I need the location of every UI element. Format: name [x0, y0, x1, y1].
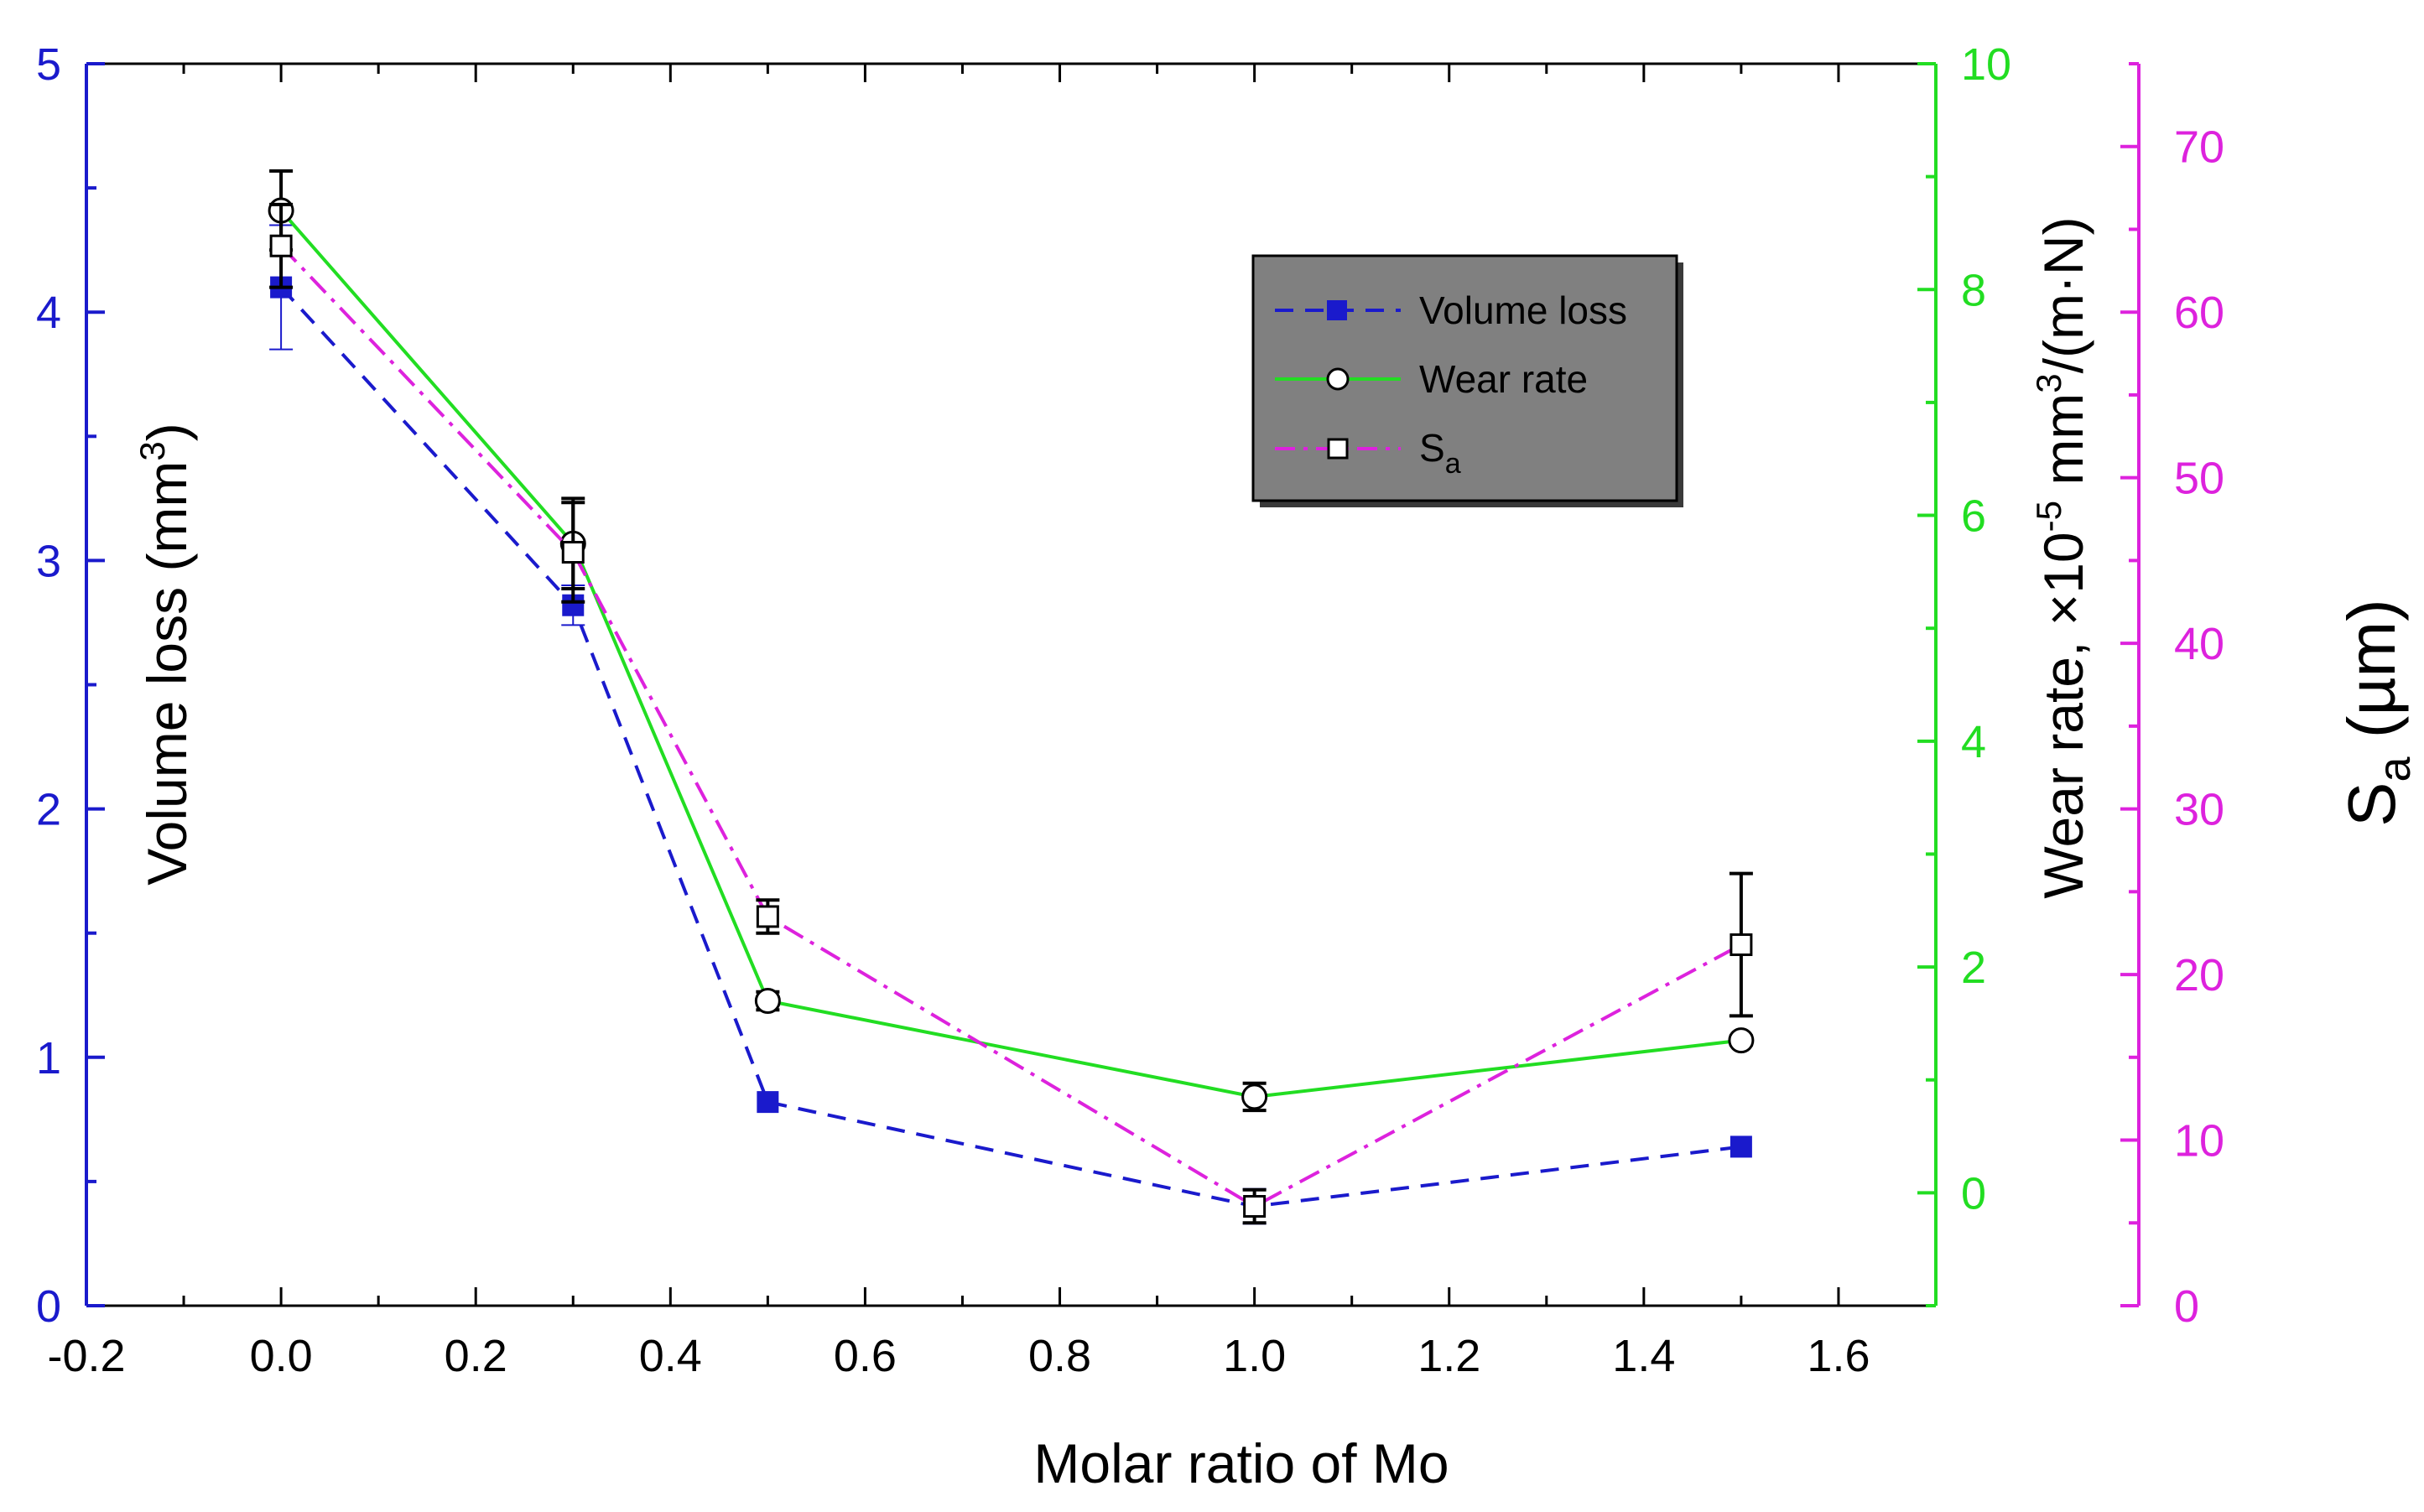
x-tick-label: 1.4	[1612, 1331, 1675, 1381]
y-r2-title-sub: a	[2369, 756, 2420, 782]
data-point-sa	[756, 905, 779, 928]
x-tick-label: 0.4	[639, 1331, 702, 1381]
legend-label-volume-loss: Volume loss	[1419, 288, 1627, 332]
series-line-0	[279, 286, 1742, 1208]
data-point-wear-rate	[1241, 1083, 1268, 1110]
series-group	[268, 169, 1755, 1225]
volume_loss-tick-label: 0	[36, 1281, 61, 1332]
sa-tick-label: 50	[2174, 454, 2224, 504]
series-line-2	[279, 244, 1742, 1208]
data-point-sa	[561, 541, 585, 564]
y-r2-title-main: S	[2334, 782, 2409, 826]
volume_loss-tick-label: 1	[36, 1033, 61, 1083]
sa-tick-label: 40	[2174, 619, 2224, 669]
data-point-sa	[1243, 1195, 1267, 1218]
y-r1-title-sup2: 3	[2029, 373, 2068, 392]
legend: Volume loss Wear rate Sa	[1251, 254, 1683, 507]
volume_loss-tick-label: 5	[36, 39, 61, 90]
wear_rate-tick-label: 6	[1961, 491, 1986, 542]
data-point-volume-loss	[757, 1091, 779, 1114]
x-tick-label: 1.0	[1223, 1331, 1286, 1381]
wear_rate-tick-label: 2	[1961, 943, 1986, 993]
legend-label-sa-sub: a	[1445, 448, 1461, 480]
sa-tick-label: 0	[2174, 1281, 2199, 1332]
data-point-sa	[1730, 933, 1753, 957]
legend-label-wear-rate: Wear rate	[1419, 357, 1588, 401]
y-r1-title-mid: mm	[2032, 393, 2094, 501]
x-axis-title: Molar ratio of Mo	[1033, 1432, 1449, 1494]
y-left-title-main: Volume loss (mm	[136, 461, 198, 886]
data-point-wear-rate	[754, 987, 781, 1014]
x-tick-label: 0.2	[445, 1331, 507, 1381]
x-tick-label: 0.6	[834, 1331, 897, 1381]
sa-tick-label: 20	[2174, 950, 2224, 1000]
y-axis-title-volume-loss: Volume loss (mm3)	[133, 423, 198, 885]
y-left-title-sup: 3	[133, 441, 172, 460]
data-point-volume-loss	[1730, 1135, 1752, 1158]
y-r1-title-end: /(m·N)	[2032, 216, 2094, 373]
data-point-sa	[269, 234, 293, 257]
sa-tick-label: 30	[2174, 785, 2224, 835]
wear_rate-tick-label: 8	[1961, 265, 1986, 315]
volume_loss-tick-label: 2	[36, 785, 61, 835]
y-left-title-end: )	[136, 423, 198, 441]
sa-tick-label: 60	[2174, 288, 2224, 338]
y-axis-sa: 0 10 20 30 40 50 60 70	[2120, 62, 2224, 1332]
wear_rate-tick-label: 4	[1961, 717, 1986, 767]
x-tick-label: -0.2	[47, 1331, 125, 1381]
y-r1-title-sup: -5	[2029, 501, 2068, 532]
wear_rate-tick-label: 10	[1961, 39, 2011, 90]
y-r1-title-main: Wear rate, ×10	[2032, 532, 2094, 898]
plot-frame	[86, 62, 1936, 1307]
y-r2-title-end: (µm)	[2334, 599, 2409, 756]
x-tick-label: 0.8	[1028, 1331, 1091, 1381]
sa-tick-label: 10	[2174, 1116, 2224, 1166]
legend-marker-volume-loss	[1327, 300, 1347, 320]
volume_loss-tick-label: 4	[36, 288, 61, 338]
data-point-wear-rate	[1728, 1027, 1755, 1054]
x-tick-label: 0.0	[250, 1331, 313, 1381]
wear_rate-tick-label: 0	[1961, 1168, 1986, 1218]
y-axis-title-sa: Sa (µm)	[2334, 599, 2420, 827]
legend-label-sa: Sa	[1419, 426, 1461, 480]
y-axis-title-wear-rate: Wear rate, ×10-5 mm3/(m·N)	[2029, 216, 2094, 898]
legend-label-sa-main: S	[1419, 426, 1445, 470]
y-axis-volume-loss: 0 1 2 3 4 5	[36, 39, 105, 1332]
x-tick-label: 1.2	[1417, 1331, 1480, 1381]
sa-tick-label: 70	[2174, 122, 2224, 173]
x-tick-label: 1.6	[1807, 1331, 1870, 1381]
y-axis-wear-rate: 0 2 4 6 8 10	[1917, 39, 2011, 1307]
volume_loss-tick-label: 3	[36, 536, 61, 586]
x-axis: -0.2 0.0 0.2 0.4 0.6 0.8 1.0 1.2 1.4 1.6	[47, 64, 1870, 1381]
legend-marker-sa	[1327, 438, 1349, 460]
legend-marker-wear-rate	[1326, 367, 1350, 391]
